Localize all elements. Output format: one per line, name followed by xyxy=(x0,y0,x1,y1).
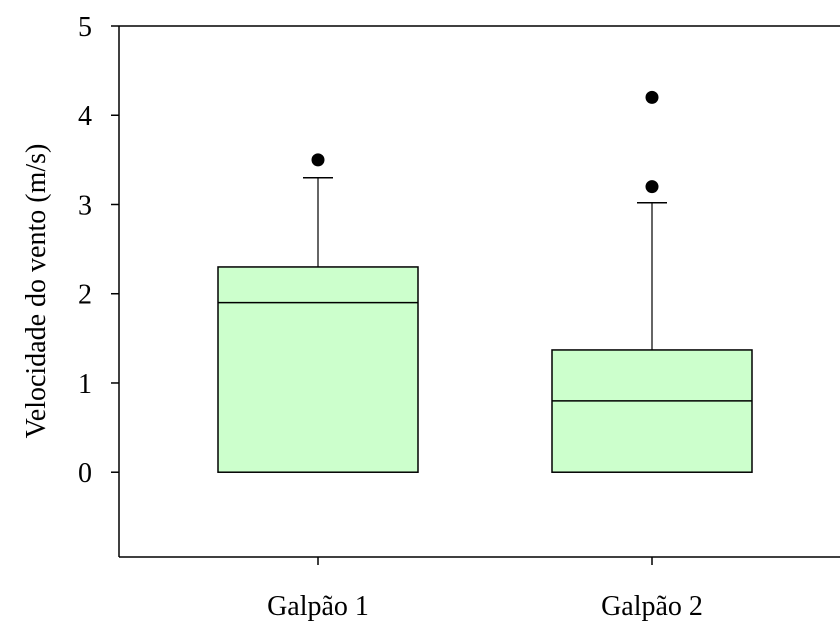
x-axis: Galpão 1 Galpão 2 xyxy=(267,557,703,621)
box-rect xyxy=(551,349,753,473)
x-tick-label: Galpão 2 xyxy=(601,591,703,621)
outlier-point xyxy=(645,180,659,194)
outlier-point xyxy=(311,153,325,167)
y-tick-label: 0 xyxy=(78,458,92,489)
boxes xyxy=(217,90,753,473)
y-tick-label: 4 xyxy=(78,101,92,132)
outlier-point xyxy=(645,90,659,104)
box-group xyxy=(551,90,753,473)
x-tick-label: Galpão 1 xyxy=(267,591,369,621)
box-rect xyxy=(217,266,419,473)
y-tick-label: 3 xyxy=(78,190,92,221)
y-tick-label: 5 xyxy=(78,12,92,43)
y-tick-label: 2 xyxy=(78,280,92,311)
y-axis: 0 1 2 3 4 5 xyxy=(78,12,119,489)
box-group xyxy=(217,153,419,473)
y-tick-label: 1 xyxy=(78,369,92,400)
y-axis-label: Velocidade do vento (m/s) xyxy=(21,144,52,439)
